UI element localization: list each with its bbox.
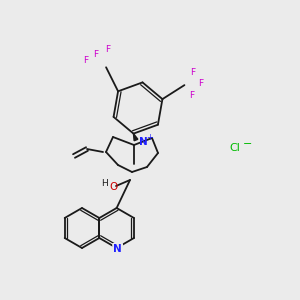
Text: F: F bbox=[83, 56, 88, 65]
Text: F: F bbox=[106, 45, 111, 54]
Text: F: F bbox=[94, 50, 99, 59]
Text: F: F bbox=[198, 79, 203, 88]
Text: F: F bbox=[190, 68, 195, 76]
Text: H: H bbox=[100, 178, 107, 188]
Text: Cl: Cl bbox=[230, 143, 240, 153]
Text: +: + bbox=[147, 134, 153, 142]
Text: O: O bbox=[110, 182, 118, 192]
Text: N: N bbox=[139, 137, 147, 147]
Text: −: − bbox=[243, 139, 253, 149]
Text: N: N bbox=[113, 244, 122, 254]
Polygon shape bbox=[134, 134, 138, 141]
Text: F: F bbox=[189, 91, 194, 100]
